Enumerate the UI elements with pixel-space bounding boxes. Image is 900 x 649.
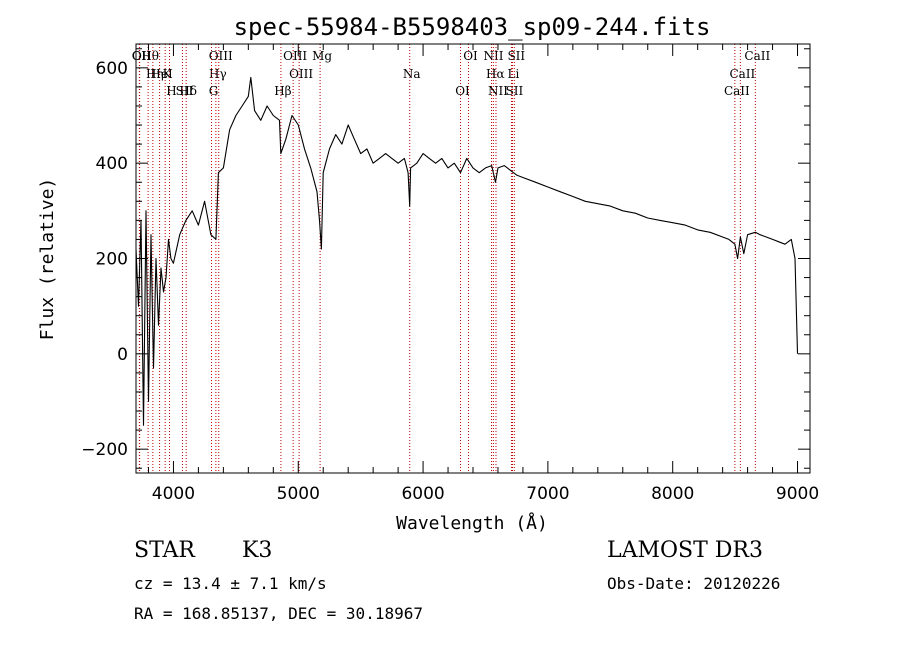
x-tick-label: 8000: [651, 484, 694, 504]
x-tick-label: 9000: [776, 484, 819, 504]
x-tick-label: 6000: [401, 484, 444, 504]
y-tick-label: 200: [96, 250, 128, 270]
line-marker-label: HeI: [150, 67, 173, 81]
line-marker-label: OI: [455, 84, 470, 98]
line-marker-label: OI: [463, 49, 478, 63]
line-marker-label: Hθ: [141, 49, 159, 63]
line-marker-label: OIII: [283, 49, 307, 63]
obs-date: Obs-Date: 20120226: [607, 574, 781, 593]
x-tick-label: 4000: [152, 484, 195, 504]
ra-dec: RA = 168.85137, DEC = 30.18967: [134, 604, 423, 623]
y-tick-label: 600: [96, 59, 128, 79]
survey-name: LAMOST DR3: [607, 538, 763, 563]
y-tick-label: −200: [81, 440, 128, 460]
line-marker-label: H: [166, 84, 176, 98]
y-tick-label: 400: [96, 154, 128, 174]
plot-area: HθKHδOIIHeISIIOIIHηHOIIIHγGOIIIOIIIHβMgN…: [81, 43, 819, 504]
plot-frame: [135, 43, 811, 474]
flux-series-line: [135, 76, 799, 426]
line-marker-label: Hα: [486, 67, 505, 81]
line-marker-label: OIII: [209, 49, 233, 63]
line-marker-label: Hδ: [179, 84, 197, 98]
chart-title: spec-55984-B5598403_sp09-244.fits: [234, 13, 711, 41]
redshift-cz: cz = 13.4 ± 7.1 km/s: [134, 574, 327, 593]
line-marker-label: Hβ: [274, 84, 291, 98]
object-class: STAR: [134, 538, 195, 563]
line-marker-label: CaII: [724, 84, 750, 98]
y-axis-label: Flux (relative): [37, 178, 58, 341]
line-marker-label: NII: [488, 84, 508, 98]
object-subclass: K3: [242, 538, 273, 563]
line-marker-label: SII: [506, 84, 524, 98]
line-marker-label: SII: [176, 84, 194, 98]
line-marker-label: Mg: [312, 49, 332, 63]
line-marker-label: OII: [132, 49, 152, 63]
y-tick-label: 0: [117, 345, 128, 365]
line-marker-label: CaII: [744, 49, 770, 63]
line-marker-label: SII: [507, 49, 525, 63]
line-marker-label: Hγ: [209, 67, 227, 81]
x-axis-label: Wavelength (Å): [396, 512, 548, 534]
line-marker-label: Li: [508, 67, 520, 81]
x-tick-label: 5000: [277, 484, 320, 504]
line-marker-label: G: [209, 84, 219, 98]
line-marker-label: NII: [483, 49, 503, 63]
line-marker-label: CaII: [729, 67, 755, 81]
line-marker-label: Hη: [146, 67, 164, 81]
line-marker-label: OII: [132, 49, 152, 63]
line-marker-label: K: [163, 67, 173, 81]
line-marker-label: Na: [403, 67, 421, 81]
line-marker-label: OIII: [289, 67, 313, 81]
x-tick-label: 7000: [526, 484, 569, 504]
